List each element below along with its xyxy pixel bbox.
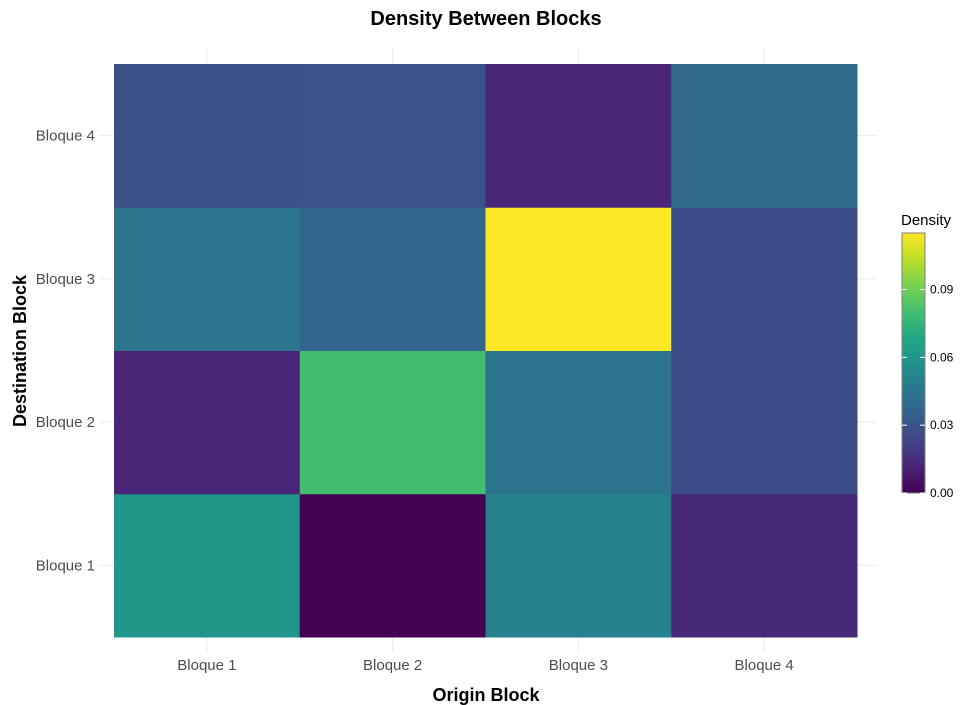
x-tick-label: Bloque 3	[549, 657, 608, 674]
heatmap-cell	[299, 493, 486, 638]
y-tick-label: Bloque 2	[36, 414, 95, 431]
heatmap-cell	[114, 64, 301, 208]
y-tick-label: Bloque 1	[36, 557, 95, 574]
heatmap-cell	[114, 493, 301, 638]
heatmap-cell	[485, 493, 672, 638]
x-axis-ticks: Bloque 1 Bloque 2 Bloque 3 Bloque 4	[177, 657, 793, 674]
heatmap-cell	[299, 207, 486, 351]
heatmap-cell	[485, 350, 672, 495]
legend-tick-label: 0.00	[930, 486, 954, 500]
legend-tick-label: 0.03	[930, 418, 954, 432]
color-legend: Density 0.00 0.03 0.06 0.09	[901, 212, 954, 500]
heatmap-cell	[299, 64, 486, 208]
x-tick-label: Bloque 2	[363, 657, 422, 674]
heatmap-cell	[485, 64, 672, 208]
heatmap-cell	[299, 350, 486, 495]
x-tick-label: Bloque 1	[177, 657, 236, 674]
chart-title: Density Between Blocks	[370, 8, 601, 30]
heatmap-cell	[671, 207, 858, 351]
legend-title: Density	[901, 212, 952, 229]
x-tick-label: Bloque 4	[735, 657, 794, 674]
heatmap-cell	[485, 207, 672, 351]
y-tick-label: Bloque 4	[36, 128, 95, 145]
legend-ticks: 0.00 0.03 0.06 0.09	[902, 283, 954, 500]
y-tick-label: Bloque 3	[36, 271, 95, 288]
heatmap-cell	[114, 207, 301, 351]
y-axis-ticks: Bloque 1 Bloque 2 Bloque 3 Bloque 4	[36, 128, 95, 575]
legend-colorbar	[901, 232, 926, 494]
legend-tick-label: 0.09	[930, 283, 954, 297]
heatmap-cell	[671, 493, 858, 638]
x-axis-title: Origin Block	[432, 685, 540, 705]
heatmap-cell	[671, 64, 858, 208]
y-axis-title: Destination Block	[10, 274, 30, 427]
legend-tick-label: 0.06	[930, 350, 954, 364]
heatmap-cells	[114, 64, 858, 638]
heatmap-cell	[114, 350, 301, 495]
heatmap-cell	[671, 350, 858, 495]
